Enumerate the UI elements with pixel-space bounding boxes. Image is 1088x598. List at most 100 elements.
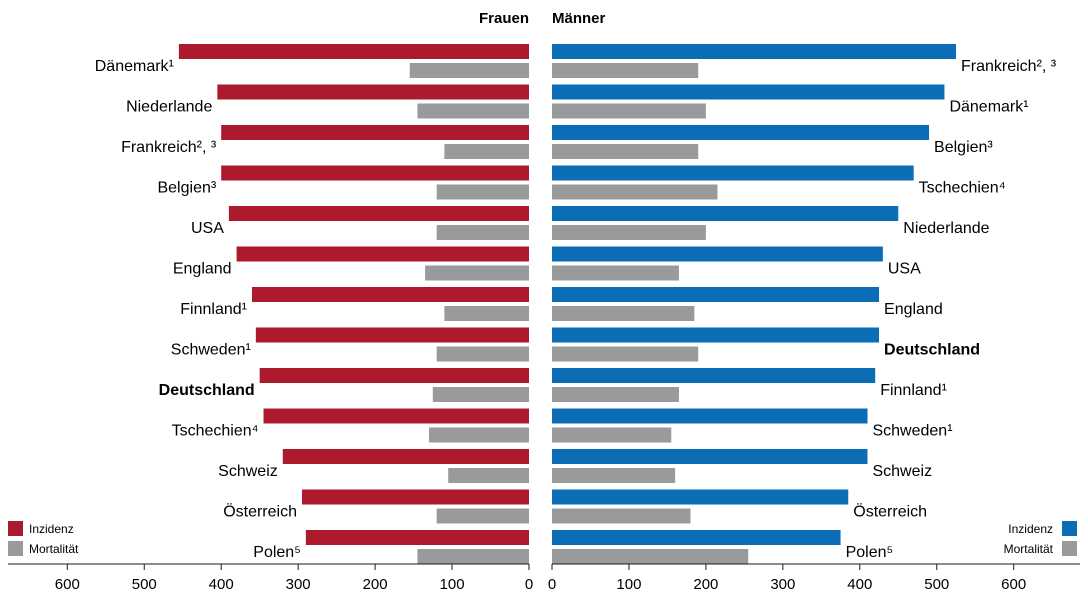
frauen-x-tick-label-0: 0	[525, 576, 533, 593]
maenner-mortality-bar-belgien	[552, 144, 699, 159]
frauen-incidence-bar-dänemark	[178, 44, 529, 59]
maenner-legend-swatch-inzidenz	[1062, 521, 1077, 536]
frauen-incidence-bar-polen	[305, 530, 529, 545]
maenner-mortality-bar-england	[552, 306, 695, 321]
frauen-mortality-bar-belgien	[436, 184, 529, 200]
maenner-mortality-bar-frankreich	[552, 63, 699, 78]
maenner-incidence-bar-niederlande	[552, 206, 899, 221]
frauen-incidence-bar-deutschland	[259, 368, 529, 383]
maenner-incidence-bar-deutschland	[552, 327, 880, 343]
maenner-x-tick-label-400: 400	[847, 576, 872, 593]
maenner-mortality-bar-deutschland	[552, 346, 699, 362]
maenner-incidence-bar-dänemark	[552, 84, 945, 100]
maenner-incidence-bar-finnland	[552, 368, 876, 383]
frauen-mortality-bar-niederlande	[417, 103, 529, 119]
frauen-incidence-bar-usa	[228, 206, 529, 221]
frauen-incidence-bar-england	[236, 246, 529, 262]
frauen-legend-swatch-inzidenz	[8, 521, 23, 536]
maenner-incidence-bar-polen	[552, 530, 841, 545]
frauen-header: Frauen	[479, 10, 529, 27]
maenner-country-label-dänemark: Dänemark¹	[949, 99, 1028, 116]
maenner-x-tick-label-300: 300	[770, 576, 795, 593]
maenner-mortality-bar-usa	[552, 265, 679, 281]
frauen-mortality-bar-england	[425, 265, 529, 281]
frauen-mortality-bar-deutschland	[432, 387, 529, 402]
frauen-country-label-schweden: Schweden¹	[171, 342, 251, 359]
maenner-legend-label-mortalität: Mortalität	[1004, 542, 1054, 556]
frauen-incidence-bar-tschechien	[263, 408, 529, 424]
maenner-country-label-belgien: Belgien³	[934, 139, 993, 156]
frauen-country-label-deutschland: Deutschland	[159, 382, 255, 399]
maenner-mortality-bar-dänemark	[552, 103, 706, 119]
frauen-x-tick-label-500: 500	[132, 576, 157, 593]
maenner-x-tick-label-600: 600	[1001, 576, 1026, 593]
maenner-country-label-polen: Polen⁵	[846, 544, 894, 561]
maenner-incidence-bar-schweden	[552, 408, 868, 424]
maenner-mortality-bar-schweiz	[552, 468, 676, 483]
maenner-legend-label-inzidenz: Inzidenz	[1008, 522, 1053, 536]
frauen-incidence-bar-belgien	[221, 165, 529, 181]
frauen-mortality-bar-usa	[436, 225, 529, 240]
frauen-incidence-bar-niederlande	[217, 84, 530, 100]
maenner-country-label-frankreich: Frankreich², ³	[961, 58, 1057, 75]
maenner-incidence-bar-frankreich	[552, 44, 956, 59]
frauen-country-label-tschechien: Tschechien⁴	[172, 423, 259, 440]
frauen-mortality-bar-schweden	[436, 346, 529, 362]
maenner-mortality-bar-finnland	[552, 387, 679, 402]
frauen-country-label-schweiz: Schweiz	[218, 463, 278, 480]
maenner-country-label-deutschland: Deutschland	[884, 342, 980, 359]
maenner-panel: Männer Frankreich², ³ Dänemark¹ Belgien³ Ts…	[548, 10, 1080, 593]
maenner-country-label-österreich: Österreich	[853, 503, 927, 521]
frauen-country-label-finnland: Finnland¹	[180, 301, 247, 318]
frauen-country-label-niederlande: Niederlande	[126, 99, 212, 116]
frauen-mortality-bar-frankreich	[444, 144, 529, 159]
frauen-x-tick-label-600: 600	[55, 576, 80, 593]
frauen-incidence-bar-finnland	[251, 287, 530, 302]
maenner-x-tick-label-100: 100	[616, 576, 641, 593]
frauen-panel: Frauen Dänemark¹ Niederlande Frankreich², …	[8, 10, 533, 593]
frauen-country-label-dänemark: Dänemark¹	[95, 58, 174, 75]
frauen-x-tick-label-400: 400	[209, 576, 234, 593]
frauen-incidence-bar-frankreich	[221, 125, 529, 140]
frauen-mortality-bar-finnland	[444, 306, 529, 321]
frauen-country-label-belgien: Belgien³	[157, 180, 216, 197]
maenner-incidence-bar-england	[552, 287, 880, 302]
frauen-legend-label-inzidenz: Inzidenz	[29, 522, 74, 536]
maenner-mortality-bar-österreich	[552, 508, 691, 524]
maenner-country-label-usa: USA	[888, 261, 921, 278]
frauen-legend-swatch-mortalität	[8, 541, 23, 556]
maenner-country-label-schweiz: Schweiz	[872, 463, 932, 480]
maenner-incidence-bar-belgien	[552, 125, 930, 140]
maenner-incidence-bar-tschechien	[552, 165, 914, 181]
maenner-x-tick-label-200: 200	[693, 576, 718, 593]
frauen-legend: Inzidenz Mortalität	[8, 521, 79, 556]
frauen-mortality-bar-österreich	[436, 508, 529, 524]
frauen-country-label-england: England	[173, 261, 232, 278]
frauen-x-tick-label-100: 100	[440, 576, 465, 593]
maenner-country-label-schweden: Schweden¹	[872, 423, 952, 440]
frauen-country-label-polen: Polen⁵	[253, 544, 301, 561]
frauen-mortality-bar-dänemark	[409, 63, 529, 78]
frauen-mortality-bar-tschechien	[428, 427, 529, 443]
maenner-x-tick-label-500: 500	[924, 576, 949, 593]
frauen-incidence-bar-schweden	[255, 327, 529, 343]
frauen-mortality-bar-polen	[417, 549, 529, 564]
frauen-x-tick-label-300: 300	[286, 576, 311, 593]
frauen-incidence-bar-österreich	[301, 489, 529, 505]
frauen-mortality-bar-schweiz	[448, 468, 529, 483]
maenner-country-label-tschechien: Tschechien⁴	[919, 180, 1006, 197]
maenner-mortality-bar-schweden	[552, 427, 672, 443]
maenner-mortality-bar-tschechien	[552, 184, 718, 200]
maenner-country-label-niederlande: Niederlande	[903, 220, 989, 237]
frauen-country-label-österreich: Österreich	[223, 503, 297, 521]
frauen-country-label-frankreich: Frankreich², ³	[121, 139, 217, 156]
maenner-mortality-bar-niederlande	[552, 225, 706, 240]
maenner-country-label-england: England	[884, 301, 943, 318]
maenner-incidence-bar-österreich	[552, 489, 849, 505]
maenner-country-label-finnland: Finnland¹	[880, 382, 947, 399]
frauen-incidence-bar-schweiz	[282, 449, 529, 464]
maenner-incidence-bar-usa	[552, 246, 883, 262]
maenner-x-tick-label-0: 0	[548, 576, 556, 593]
frauen-x-tick-label-200: 200	[363, 576, 388, 593]
